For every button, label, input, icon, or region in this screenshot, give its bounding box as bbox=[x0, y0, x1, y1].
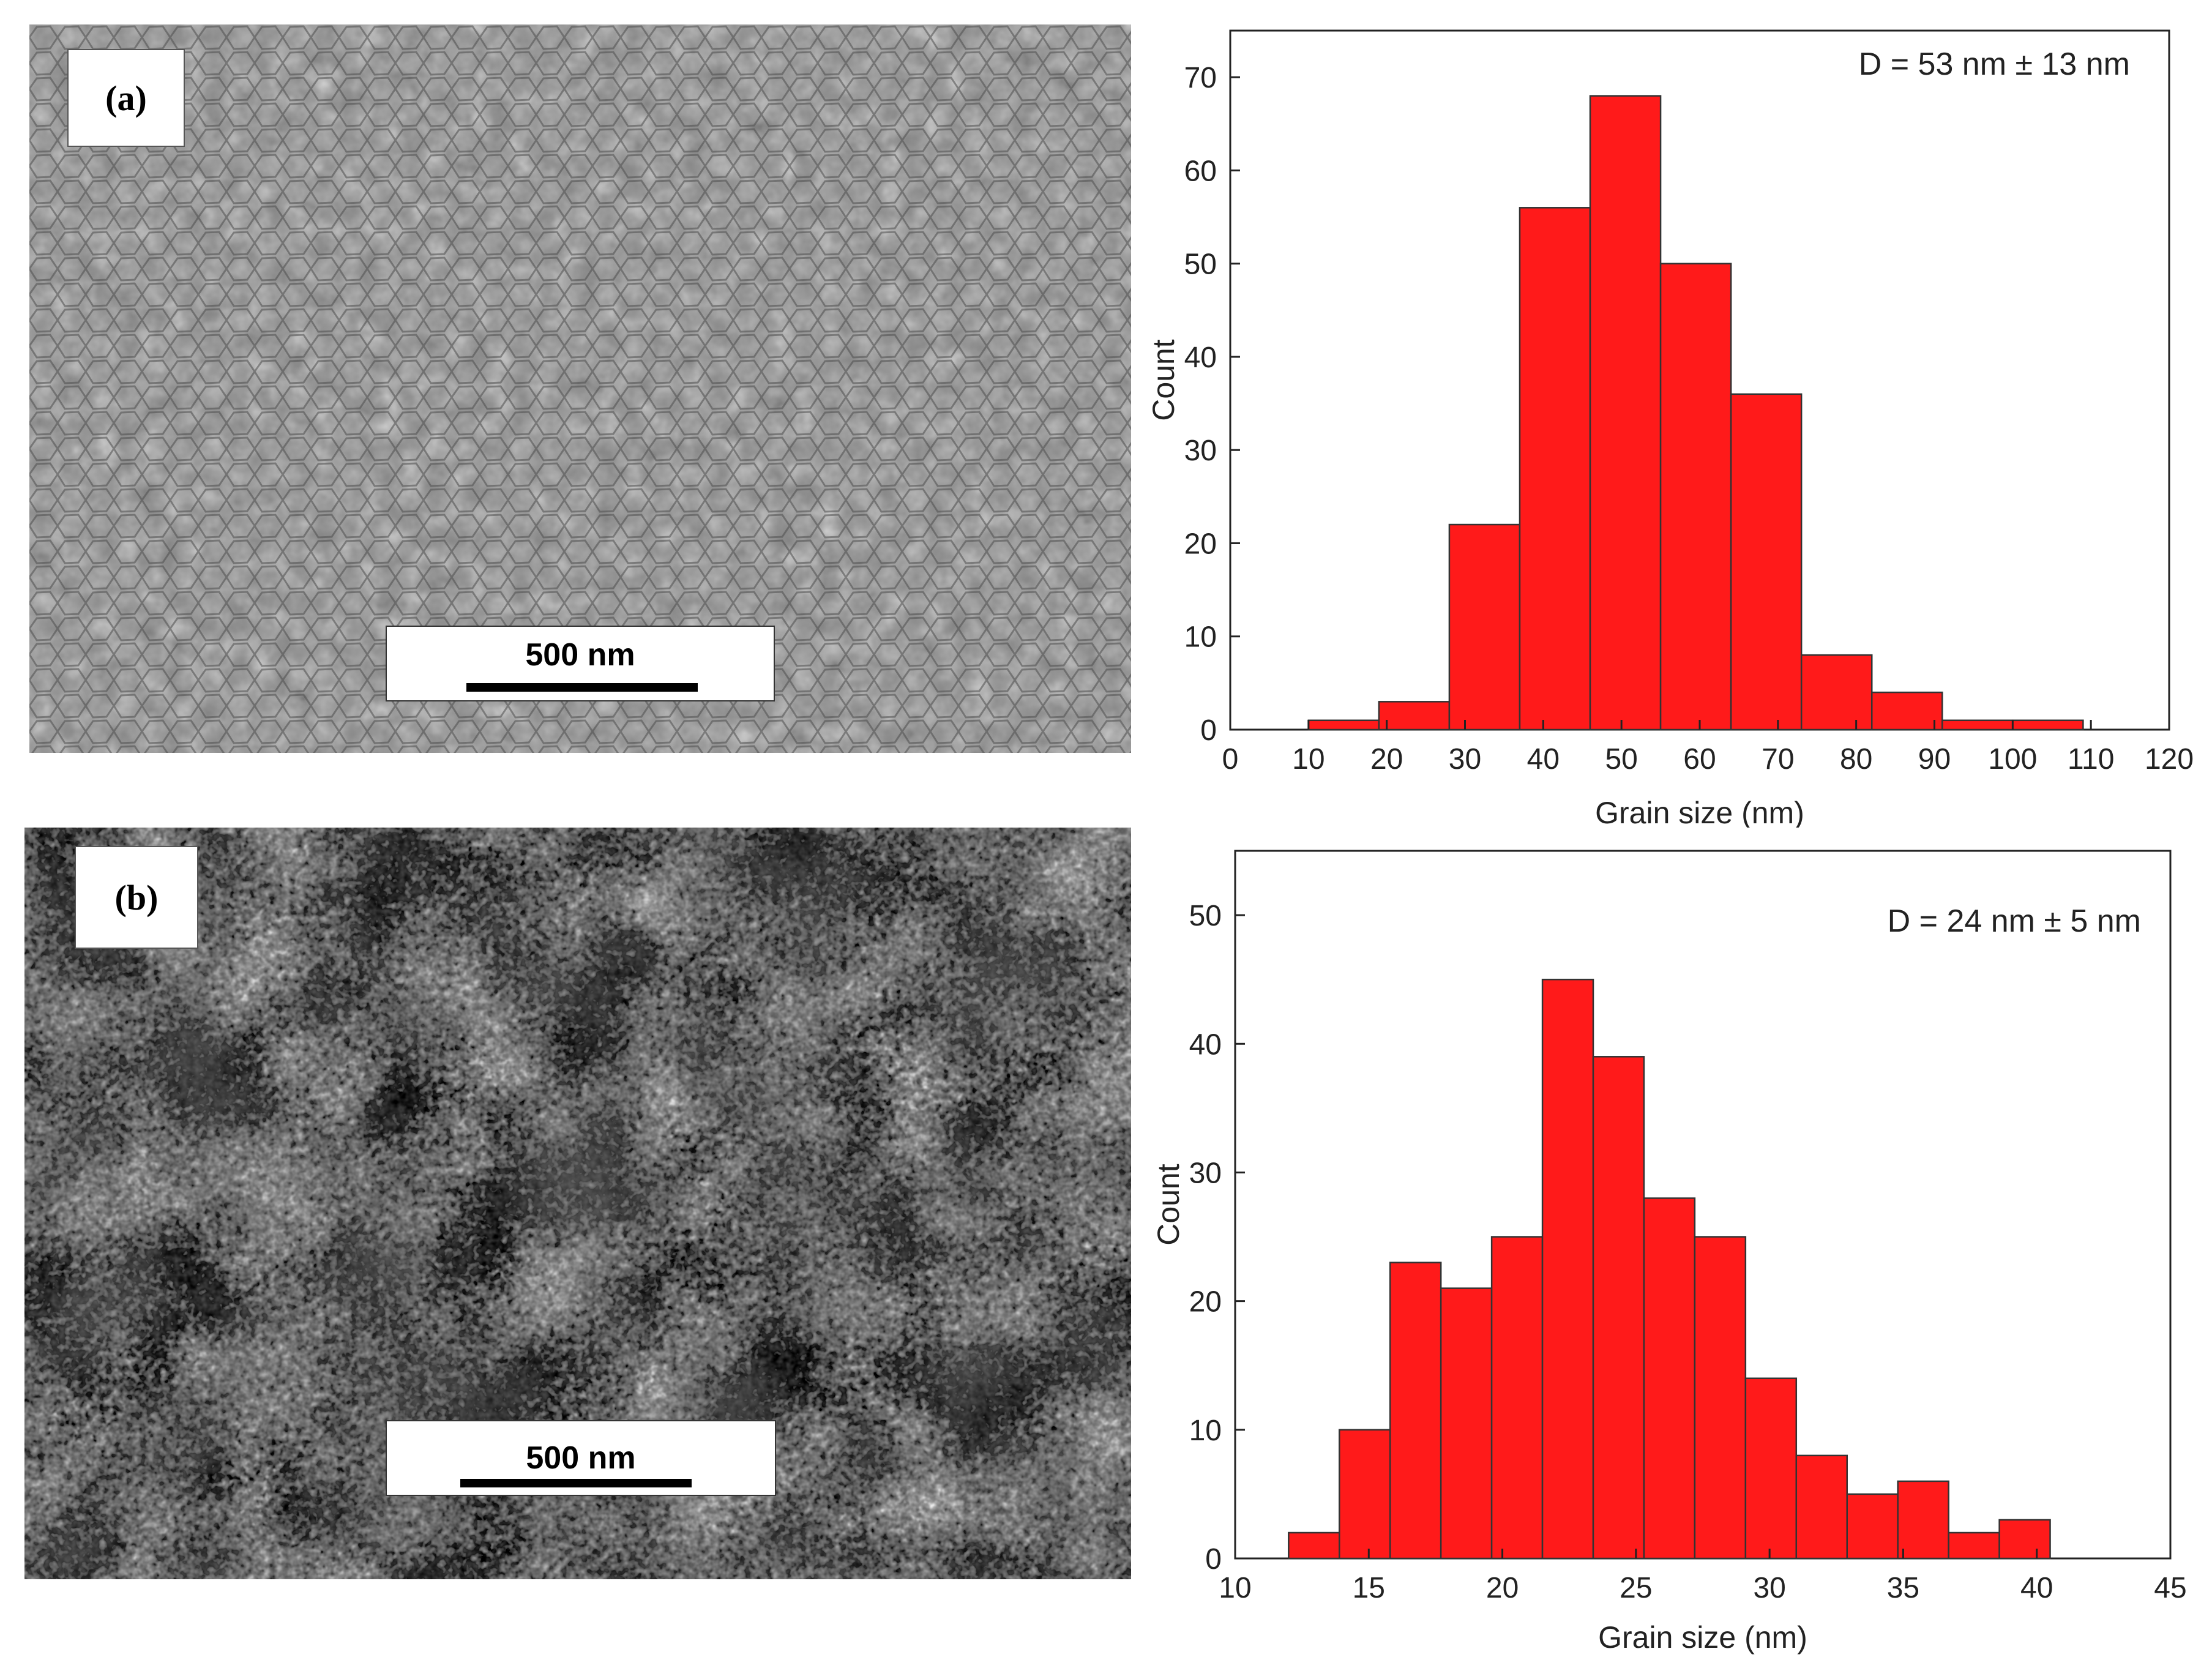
bar-b-2 bbox=[1389, 1262, 1442, 1560]
bar-a-0 bbox=[1307, 719, 1380, 731]
bar-a-2 bbox=[1448, 523, 1521, 731]
x-tick-label-b-1: 15 bbox=[1353, 1572, 1385, 1604]
scale-bar-b: 500 nm bbox=[386, 1420, 776, 1496]
annotation-a: D = 53 nm ± 13 nm bbox=[1859, 47, 2130, 82]
y-tick-label-b-1: 10 bbox=[1189, 1415, 1222, 1447]
bar-b-9 bbox=[1744, 1377, 1798, 1560]
x-tick-label-a-9: 90 bbox=[1918, 743, 1951, 776]
x-tick-label-a-12: 120 bbox=[2145, 743, 2194, 776]
bars-b bbox=[1288, 978, 2051, 1560]
x-tick-label-a-5: 50 bbox=[1605, 743, 1637, 776]
bar-a-6 bbox=[1730, 393, 1803, 731]
bar-a-1 bbox=[1378, 701, 1451, 731]
x-axis-label-a: Grain size (nm) bbox=[1595, 796, 1804, 828]
bar-b-14 bbox=[1998, 1519, 2051, 1560]
scale-bar-line-b bbox=[460, 1479, 692, 1487]
bar-b-12 bbox=[1897, 1480, 1949, 1560]
x-tick-label-a-3: 30 bbox=[1449, 743, 1481, 776]
panel-label-b: (b) bbox=[75, 846, 198, 949]
bar-a-10 bbox=[2012, 719, 2084, 731]
y-tick-label-a-7: 70 bbox=[1184, 62, 1217, 94]
bar-b-6 bbox=[1592, 1056, 1645, 1560]
bar-a-4 bbox=[1589, 95, 1662, 731]
x-tick-label-a-0: 0 bbox=[1222, 743, 1239, 776]
y-tick-label-b-5: 50 bbox=[1189, 900, 1222, 932]
x-tick-label-a-1: 10 bbox=[1292, 743, 1325, 776]
sem-image-a: (a) 500 nm bbox=[29, 24, 1131, 753]
sem-image-b: (b) 500 nm bbox=[24, 828, 1131, 1579]
y-tick-label-a-6: 60 bbox=[1184, 155, 1217, 187]
x-tick-label-b-2: 20 bbox=[1486, 1572, 1519, 1604]
x-tick-label-a-4: 40 bbox=[1527, 743, 1560, 776]
x-ticks-b: 10 15 20 25 30 35 40 45 bbox=[1219, 1549, 2187, 1604]
x-tick-label-b-0: 10 bbox=[1219, 1572, 1251, 1604]
scale-bar-label-b: 500 nm bbox=[526, 1440, 636, 1476]
x-tick-label-b-6: 40 bbox=[2020, 1572, 2053, 1604]
y-tick-label-a-5: 50 bbox=[1184, 249, 1217, 281]
bar-b-8 bbox=[1694, 1236, 1747, 1560]
y-tick-label-a-2: 20 bbox=[1184, 528, 1217, 560]
y-tick-label-b-4: 40 bbox=[1189, 1028, 1222, 1061]
bar-b-11 bbox=[1846, 1493, 1899, 1560]
x-tick-label-a-8: 80 bbox=[1840, 743, 1872, 776]
y-tick-label-b-2: 20 bbox=[1189, 1286, 1222, 1318]
bar-b-3 bbox=[1440, 1287, 1493, 1560]
bar-b-1 bbox=[1339, 1429, 1391, 1560]
bar-b-4 bbox=[1490, 1236, 1544, 1560]
bar-a-8 bbox=[1870, 691, 1943, 731]
scale-bar-a: 500 nm bbox=[386, 626, 775, 701]
y-tick-label-b-0: 0 bbox=[1205, 1543, 1222, 1576]
x-tick-label-b-4: 30 bbox=[1753, 1572, 1785, 1604]
x-tick-label-b-7: 45 bbox=[2154, 1572, 2186, 1604]
y-tick-label-a-0: 0 bbox=[1200, 714, 1217, 747]
y-tick-label-a-4: 40 bbox=[1184, 342, 1217, 374]
x-tick-label-a-6: 60 bbox=[1683, 743, 1716, 776]
bars-a bbox=[1307, 95, 2084, 731]
bar-a-5 bbox=[1659, 263, 1732, 731]
bar-b-7 bbox=[1643, 1197, 1696, 1560]
x-axis-label-b: Grain size (nm) bbox=[1598, 1620, 1807, 1655]
bar-a-3 bbox=[1519, 207, 1591, 731]
x-tick-label-a-11: 110 bbox=[2068, 743, 2115, 776]
x-tick-label-b-5: 35 bbox=[1887, 1572, 1919, 1604]
bar-a-7 bbox=[1800, 654, 1873, 731]
scale-bar-label-a: 500 nm bbox=[525, 637, 635, 673]
x-ticks-a: 0 10 20 30 40 50 60 70 80 90 100 110 120 bbox=[1222, 720, 2194, 776]
y-tick-label-b-3: 30 bbox=[1189, 1157, 1222, 1189]
x-tick-label-a-10: 100 bbox=[1988, 743, 2037, 776]
annotation-b: D = 24 nm ± 5 nm bbox=[1888, 903, 2141, 939]
x-tick-label-a-2: 20 bbox=[1370, 743, 1403, 776]
bar-b-5 bbox=[1541, 978, 1594, 1560]
histogram-a: 0 10 20 30 40 50 60 70 0 10 20 30 40 50 60 70 80 90 100 11… bbox=[1146, 29, 2194, 828]
panel-label-a: (a) bbox=[67, 49, 185, 147]
y-axis-label-b: Count bbox=[1151, 1164, 1186, 1246]
x-tick-label-a-7: 70 bbox=[1762, 743, 1794, 776]
bar-b-13 bbox=[1948, 1531, 2000, 1560]
sem-texture-a bbox=[29, 24, 1131, 753]
y-ticks-a: 0 10 20 30 40 50 60 70 bbox=[1184, 62, 1240, 747]
bar-a-9 bbox=[1941, 719, 2014, 731]
y-tick-label-a-1: 10 bbox=[1184, 621, 1217, 654]
x-tick-label-b-3: 25 bbox=[1620, 1572, 1652, 1604]
scale-bar-line-a bbox=[466, 683, 698, 692]
bar-b-0 bbox=[1288, 1531, 1340, 1560]
y-axis-label-a: Count bbox=[1146, 339, 1181, 421]
y-ticks-b: 0 10 20 30 40 50 bbox=[1189, 900, 1245, 1576]
bar-b-10 bbox=[1795, 1454, 1848, 1560]
y-tick-label-a-3: 30 bbox=[1184, 435, 1217, 467]
